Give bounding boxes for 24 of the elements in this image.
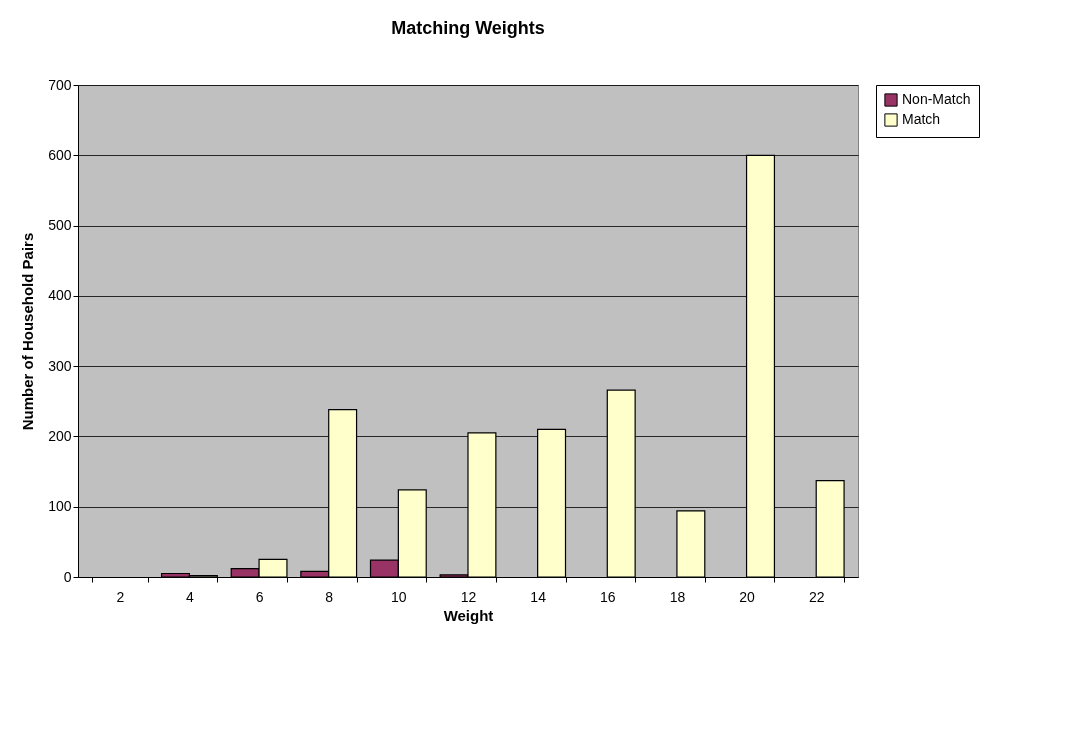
y-tick-label: 300 — [48, 357, 72, 374]
x-tick-label: 14 — [530, 588, 547, 605]
x-tick-label: 2 — [116, 588, 125, 605]
x-tick-label: 10 — [391, 588, 407, 605]
legend-label: Non-Match — [902, 91, 971, 107]
x-tick-label: 18 — [669, 588, 686, 605]
x-axis-title: Weight — [443, 606, 494, 624]
legend-label: Match — [902, 111, 941, 127]
x-tick-label: 20 — [739, 588, 756, 605]
x-tick-label: 12 — [460, 588, 477, 605]
x-tick-label: 22 — [808, 588, 825, 605]
x-tick-label: 4 — [186, 588, 195, 605]
y-tick-label: 100 — [48, 498, 72, 515]
x-tick-label: 8 — [325, 588, 334, 605]
y-tick-label: 700 — [48, 76, 72, 93]
y-tick-label: 600 — [48, 146, 72, 163]
chart-title: Matching Weights — [391, 18, 545, 38]
y-tick-label: 200 — [48, 427, 72, 444]
x-tick-label: 6 — [255, 588, 264, 605]
y-tick-label: 400 — [48, 287, 72, 304]
y-tick-label: 0 — [63, 568, 72, 585]
x-tick-label: 16 — [600, 588, 616, 605]
y-axis-title: Number of Household Pairs — [19, 232, 37, 431]
y-tick-label: 500 — [48, 217, 72, 234]
